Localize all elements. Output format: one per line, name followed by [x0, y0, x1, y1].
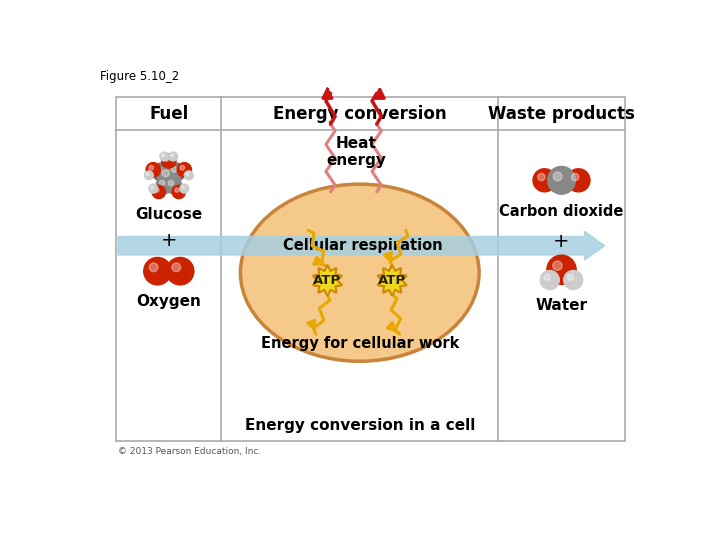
Circle shape: [158, 165, 180, 187]
Text: Fuel: Fuel: [149, 105, 189, 123]
Circle shape: [161, 154, 176, 168]
Circle shape: [567, 274, 574, 280]
Circle shape: [180, 184, 189, 193]
Text: ATP: ATP: [378, 274, 406, 287]
Circle shape: [146, 163, 161, 177]
Circle shape: [171, 154, 174, 157]
Text: © 2013 Pearson Education, Inc.: © 2013 Pearson Education, Inc.: [118, 447, 261, 456]
Circle shape: [553, 261, 562, 271]
Circle shape: [567, 168, 590, 192]
Text: Glucose: Glucose: [135, 207, 202, 222]
Circle shape: [175, 188, 179, 192]
Text: ATP: ATP: [313, 274, 341, 287]
Polygon shape: [312, 265, 342, 296]
Circle shape: [164, 157, 169, 161]
Text: Figure 5.10_2: Figure 5.10_2: [99, 70, 179, 83]
Circle shape: [146, 173, 149, 176]
Circle shape: [553, 172, 562, 181]
FancyArrow shape: [118, 232, 605, 260]
Circle shape: [538, 173, 545, 181]
Circle shape: [172, 185, 186, 199]
Circle shape: [152, 163, 170, 181]
Text: +: +: [553, 232, 570, 252]
Circle shape: [156, 167, 161, 172]
Circle shape: [166, 258, 194, 285]
Circle shape: [548, 166, 575, 194]
Text: Carbon dioxide: Carbon dioxide: [499, 204, 624, 219]
Circle shape: [177, 163, 192, 177]
Text: Heat
energy: Heat energy: [326, 136, 386, 168]
Circle shape: [171, 167, 177, 172]
Circle shape: [168, 163, 186, 181]
Circle shape: [540, 271, 559, 289]
Circle shape: [544, 274, 550, 280]
Circle shape: [572, 173, 579, 181]
Circle shape: [564, 271, 582, 289]
Circle shape: [186, 173, 189, 176]
Text: +: +: [161, 231, 177, 250]
Polygon shape: [377, 265, 407, 296]
Bar: [117, 97, 625, 441]
Text: Oxygen: Oxygen: [136, 294, 201, 309]
Circle shape: [162, 154, 165, 157]
Circle shape: [168, 180, 174, 186]
Text: Cellular respiration: Cellular respiration: [283, 238, 443, 253]
Circle shape: [181, 186, 184, 189]
Text: Waste products: Waste products: [488, 105, 635, 123]
Circle shape: [152, 185, 166, 199]
Text: Energy conversion in a cell: Energy conversion in a cell: [245, 417, 475, 433]
Circle shape: [533, 168, 556, 192]
Circle shape: [184, 171, 193, 180]
Circle shape: [168, 152, 178, 161]
Circle shape: [155, 188, 159, 192]
Circle shape: [145, 171, 153, 180]
Circle shape: [180, 165, 184, 170]
Circle shape: [150, 186, 153, 189]
Text: Energy conversion: Energy conversion: [273, 105, 446, 123]
Text: Energy for cellular work: Energy for cellular work: [261, 336, 459, 351]
Circle shape: [547, 255, 576, 285]
Circle shape: [156, 177, 173, 194]
Circle shape: [160, 152, 168, 161]
Circle shape: [172, 263, 181, 272]
Circle shape: [149, 184, 158, 193]
Circle shape: [165, 177, 181, 194]
Ellipse shape: [240, 184, 479, 361]
Circle shape: [159, 180, 165, 186]
Circle shape: [162, 170, 169, 177]
Circle shape: [149, 165, 153, 170]
Text: Water: Water: [536, 298, 588, 313]
Circle shape: [149, 263, 158, 272]
Circle shape: [144, 258, 171, 285]
